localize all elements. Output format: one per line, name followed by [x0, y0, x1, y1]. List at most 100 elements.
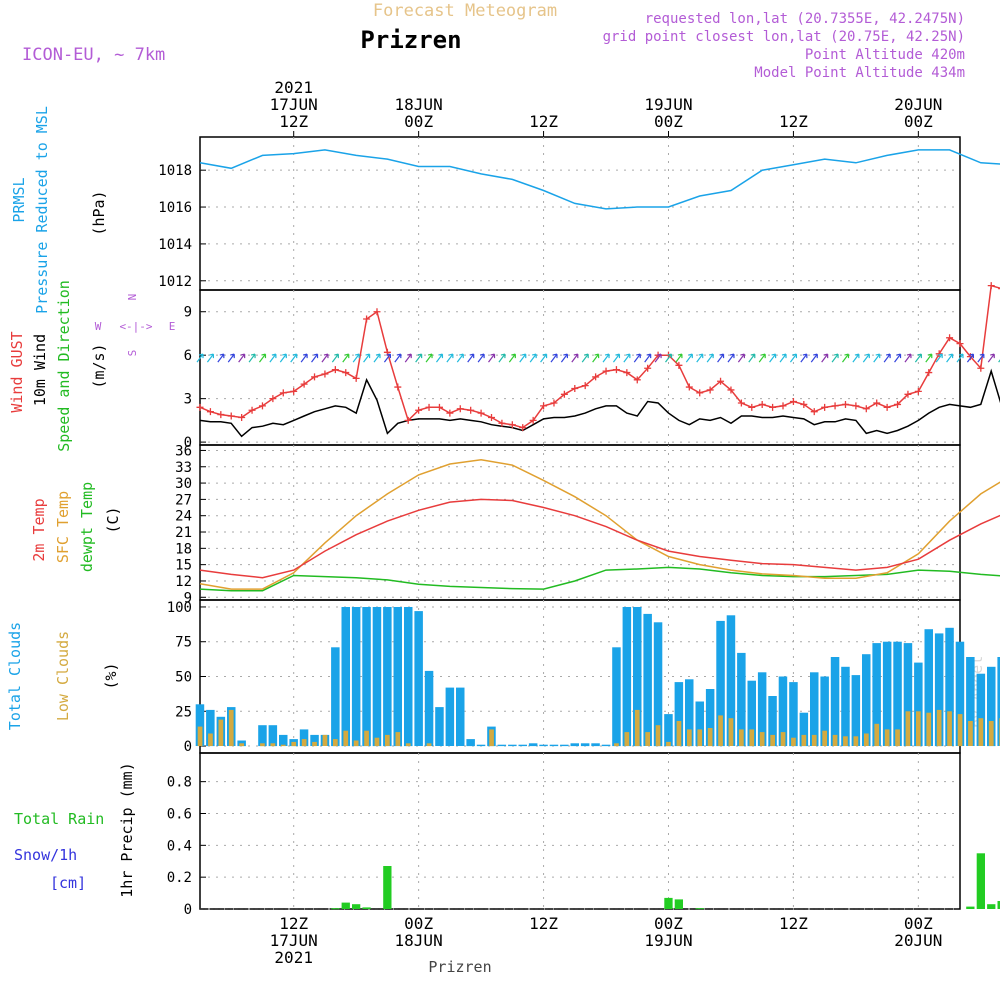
low-cloud-bar — [739, 729, 744, 746]
wind-direction-arrow — [978, 354, 984, 362]
wind-direction-arrow — [874, 354, 880, 362]
wind-label-10m: 10m Wind — [31, 334, 49, 406]
wind-gust-marker — [884, 404, 891, 411]
wind-gust-marker — [217, 411, 224, 418]
wind-gust-marker — [321, 371, 328, 378]
total-cloud-bar — [602, 745, 611, 746]
wind-gust-marker — [571, 385, 578, 392]
wind-direction-arrow — [509, 354, 515, 362]
total-cloud-bar — [841, 667, 850, 746]
bottom-time-label: 20JUN — [894, 931, 942, 950]
wind-direction-arrow — [822, 354, 828, 362]
wind-direction-arrow — [603, 354, 609, 362]
total-cloud-bar — [446, 688, 455, 746]
precip-label-cm: [cm] — [50, 874, 86, 892]
wind-direction-arrow — [707, 354, 713, 362]
clouds-unit: (%) — [102, 662, 120, 689]
wind-direction-arrow — [499, 354, 505, 362]
compass-east: E — [169, 320, 176, 333]
total-cloud-bar — [477, 745, 486, 746]
wind-gust-marker — [780, 402, 787, 409]
wind-gust-marker — [925, 369, 932, 376]
wind-direction-arrow — [353, 354, 359, 362]
total-cloud-bar — [456, 688, 465, 746]
pressure-label-prmsl: PRMSL — [10, 177, 28, 222]
wind-direction-arrow — [853, 354, 859, 362]
low-cloud-bar — [645, 732, 650, 746]
total-cloud-bar — [550, 745, 559, 746]
pressure-frame — [200, 137, 960, 290]
temp-ytick-label: 15 — [175, 558, 192, 574]
temp-ytick-label: 24 — [175, 509, 192, 525]
wind-direction-arrow — [478, 354, 484, 362]
total-cloud-bar — [342, 607, 351, 746]
rain-bar — [362, 907, 370, 909]
wind-gust-marker — [467, 407, 474, 414]
total-cloud-bar — [383, 607, 392, 746]
total-cloud-bar — [466, 739, 475, 746]
temp-ytick-label: 12 — [175, 574, 192, 590]
wind-direction-arrow — [530, 354, 536, 362]
wind-gust-marker — [197, 404, 204, 411]
rain-bar — [977, 853, 985, 909]
temp-label-dewpt: dewpt Temp — [78, 482, 96, 572]
total-cloud-bar — [862, 654, 871, 746]
temp-ytick-label: 18 — [175, 541, 192, 557]
total-cloud-bar — [435, 707, 444, 746]
model-altitude: Model Point Altitude 434m — [754, 65, 965, 81]
total-cloud-bar — [591, 743, 600, 746]
low-cloud-bar — [906, 711, 911, 746]
compass-west: W — [95, 320, 102, 333]
wind-gust-marker — [207, 408, 214, 415]
footer-station: Prizren — [428, 958, 491, 976]
wind-direction-arrow — [364, 354, 370, 362]
top-time-label: 00Z — [904, 112, 933, 131]
wind-gust-marker — [353, 375, 360, 382]
wind-gust-marker — [478, 410, 485, 417]
wind-gust-marker — [342, 369, 349, 376]
compass-north: N — [126, 294, 139, 301]
wind-unit: (m/s) — [90, 343, 108, 388]
low-cloud-bar — [364, 731, 369, 746]
precip-axes: 00.20.40.60.8 — [167, 753, 960, 918]
low-cloud-bar — [312, 742, 317, 746]
pressure-ytick-label: 1012 — [158, 274, 192, 290]
wind-direction-arrow — [218, 354, 224, 362]
wind-direction-arrow — [551, 354, 557, 362]
low-cloud-bar — [802, 735, 807, 746]
low-cloud-bar — [302, 739, 307, 746]
low-cloud-bar — [260, 743, 265, 746]
low-cloud-bar — [677, 721, 682, 746]
temp-ytick-label: 36 — [175, 443, 192, 459]
low-cloud-bar — [343, 731, 348, 746]
top-time-label: 12Z — [529, 112, 558, 131]
low-cloud-bar — [770, 735, 775, 746]
wind-direction-arrow — [884, 354, 890, 362]
low-cloud-bar — [635, 710, 640, 746]
wind-direction-arrow — [926, 354, 932, 362]
total-cloud-bar — [789, 682, 798, 746]
top-time-label: 00Z — [654, 112, 683, 131]
total-cloud-bar — [498, 745, 507, 746]
model-label: ICON-EU, ~ 7km — [22, 45, 165, 65]
precip-label-rain: Total Rain — [14, 810, 104, 828]
wind-gust-marker — [696, 389, 703, 396]
temp-label-2m: 2m Temp — [30, 498, 48, 561]
total-cloud-bar — [394, 607, 403, 746]
wind-direction-arrow — [405, 354, 411, 362]
rain-bar — [664, 898, 672, 909]
bottom-time-label: 18JUN — [395, 931, 443, 950]
precip-ytick-label: 0 — [184, 902, 192, 918]
total-cloud-bar — [571, 743, 580, 746]
grid-point-coords: grid point closest lon,lat (20.75E, 42.2… — [603, 29, 965, 45]
low-cloud-bar — [843, 736, 848, 746]
wind-ytick-label: 3 — [184, 392, 192, 408]
wind-gust-marker — [603, 368, 610, 375]
wind-gust-marker — [790, 398, 797, 405]
wind-direction-arrow — [645, 354, 651, 362]
low-cloud-bar — [833, 735, 838, 746]
wind-gust-marker — [426, 404, 433, 411]
